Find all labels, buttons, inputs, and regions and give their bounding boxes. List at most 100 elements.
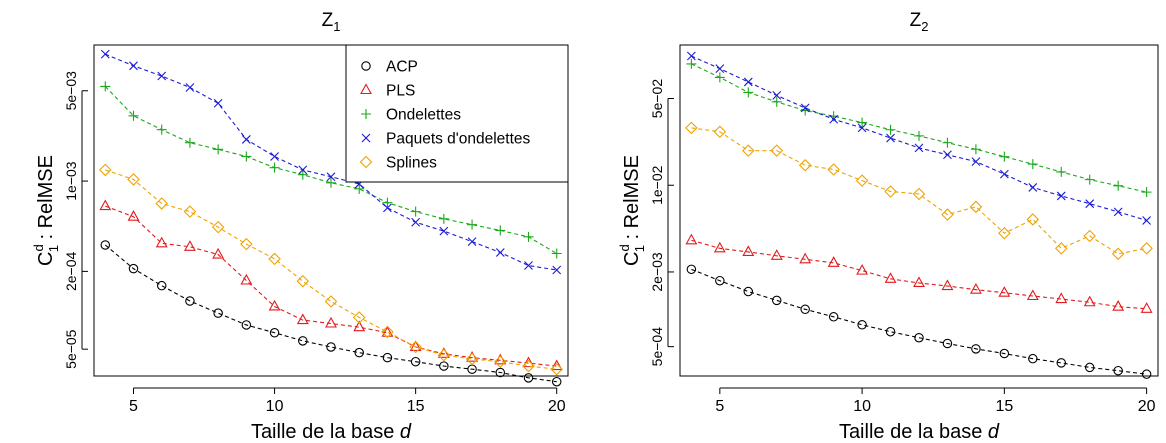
data-point bbox=[857, 117, 868, 128]
data-point bbox=[942, 338, 953, 349]
data-point bbox=[1085, 199, 1095, 209]
data-point bbox=[324, 295, 338, 308]
data-point bbox=[185, 83, 195, 92]
data-point bbox=[523, 373, 534, 383]
data-point bbox=[467, 219, 478, 230]
data-point bbox=[715, 64, 725, 74]
data-point bbox=[1056, 191, 1066, 201]
data-point bbox=[1113, 180, 1124, 191]
data-point bbox=[297, 169, 308, 180]
data-point bbox=[999, 348, 1010, 359]
data-point bbox=[213, 144, 224, 155]
data-point bbox=[686, 58, 697, 69]
data-point bbox=[913, 276, 925, 288]
data-point bbox=[353, 320, 366, 332]
data-point bbox=[686, 51, 696, 61]
data-point bbox=[941, 279, 954, 291]
chart-panel-z1: Z1 5 10 15 20 Taille de la base d 5e−05 2e−04 1e… bbox=[31, 10, 569, 443]
data-point bbox=[409, 340, 422, 354]
legend-marker bbox=[361, 133, 371, 143]
x-axis: 5 10 15 20 bbox=[715, 387, 1156, 415]
x-axis-label: Taille de la base d bbox=[251, 421, 412, 443]
x-tick-label: 15 bbox=[407, 398, 425, 415]
data-point bbox=[127, 210, 140, 221]
data-point bbox=[183, 205, 197, 218]
y-axis-label: Cd1 : RelMSE bbox=[617, 155, 647, 266]
data-point bbox=[410, 356, 421, 367]
data-point bbox=[941, 208, 954, 221]
chart-title: Z1 bbox=[322, 10, 341, 34]
data-point bbox=[439, 226, 449, 236]
data-point bbox=[268, 299, 281, 311]
data-point bbox=[552, 265, 562, 275]
data-point bbox=[743, 87, 754, 98]
legend-box bbox=[345, 44, 569, 183]
series-line bbox=[105, 205, 557, 367]
data-point bbox=[800, 103, 810, 113]
data-point bbox=[495, 367, 506, 378]
series-ondelettes bbox=[100, 81, 562, 259]
data-point bbox=[128, 263, 139, 274]
data-point bbox=[241, 320, 252, 330]
y-tick-label: 5e−02 bbox=[649, 79, 665, 119]
series-line bbox=[691, 239, 1147, 310]
data-point bbox=[798, 158, 812, 172]
x-tick-label: 5 bbox=[129, 398, 138, 415]
data-point bbox=[943, 150, 952, 160]
y-axis: 5e−05 2e−04 1e−03 5e−03 bbox=[63, 71, 88, 369]
data-point bbox=[800, 105, 811, 116]
data-point bbox=[326, 342, 336, 352]
data-point bbox=[212, 247, 225, 259]
data-point bbox=[383, 203, 392, 213]
data-point bbox=[100, 49, 110, 59]
legend-marker bbox=[361, 109, 371, 119]
x-tick-label: 5 bbox=[715, 398, 724, 415]
data-point bbox=[495, 225, 506, 236]
data-point bbox=[381, 325, 394, 339]
data-point bbox=[1028, 353, 1038, 364]
data-point bbox=[713, 241, 726, 253]
data-point bbox=[268, 252, 281, 266]
y-tick-label: 2e−04 bbox=[63, 252, 79, 292]
data-point bbox=[886, 133, 895, 143]
data-point bbox=[156, 280, 167, 291]
data-point bbox=[99, 199, 112, 211]
x-axis-label: Taille de la base d bbox=[839, 421, 1000, 443]
y-axis: 5e−04 2e−03 1e−02 5e−02 bbox=[649, 79, 674, 366]
data-point bbox=[1056, 166, 1067, 177]
data-point bbox=[296, 313, 309, 325]
data-point bbox=[884, 272, 897, 283]
data-point bbox=[1112, 300, 1125, 311]
data-point bbox=[522, 359, 535, 373]
series-line bbox=[691, 63, 1147, 193]
data-point bbox=[771, 295, 782, 306]
y-tick-label: 5e−03 bbox=[63, 71, 79, 111]
data-point bbox=[155, 236, 168, 248]
data-point bbox=[213, 98, 223, 108]
data-point bbox=[240, 273, 253, 285]
y-tick-label: 5e−05 bbox=[63, 329, 79, 369]
data-point bbox=[1083, 295, 1096, 307]
data-point bbox=[522, 356, 535, 368]
legend-marker bbox=[359, 155, 373, 169]
plot-frame bbox=[679, 44, 1159, 377]
data-point bbox=[885, 326, 896, 337]
y-tick-label: 1e−03 bbox=[63, 161, 79, 201]
x-tick-label: 20 bbox=[548, 398, 566, 415]
series-pls bbox=[685, 233, 1153, 313]
plot-frame bbox=[93, 44, 569, 377]
legend-label: ACP bbox=[386, 59, 418, 76]
chart-panel-z2: Z2 5 10 15 20 Taille de la base d 5e−04 2e−03 1e… bbox=[617, 10, 1159, 443]
series-ondelettes bbox=[686, 58, 1152, 198]
data-point bbox=[800, 304, 810, 315]
series-line bbox=[104, 244, 557, 383]
legend-label: Ondelettes bbox=[386, 107, 461, 124]
data-point bbox=[969, 200, 983, 214]
legend-marker bbox=[361, 61, 371, 71]
data-point bbox=[914, 143, 924, 153]
data-point bbox=[828, 312, 839, 322]
data-point bbox=[742, 144, 755, 157]
data-point bbox=[686, 264, 697, 275]
data-point bbox=[524, 261, 533, 270]
